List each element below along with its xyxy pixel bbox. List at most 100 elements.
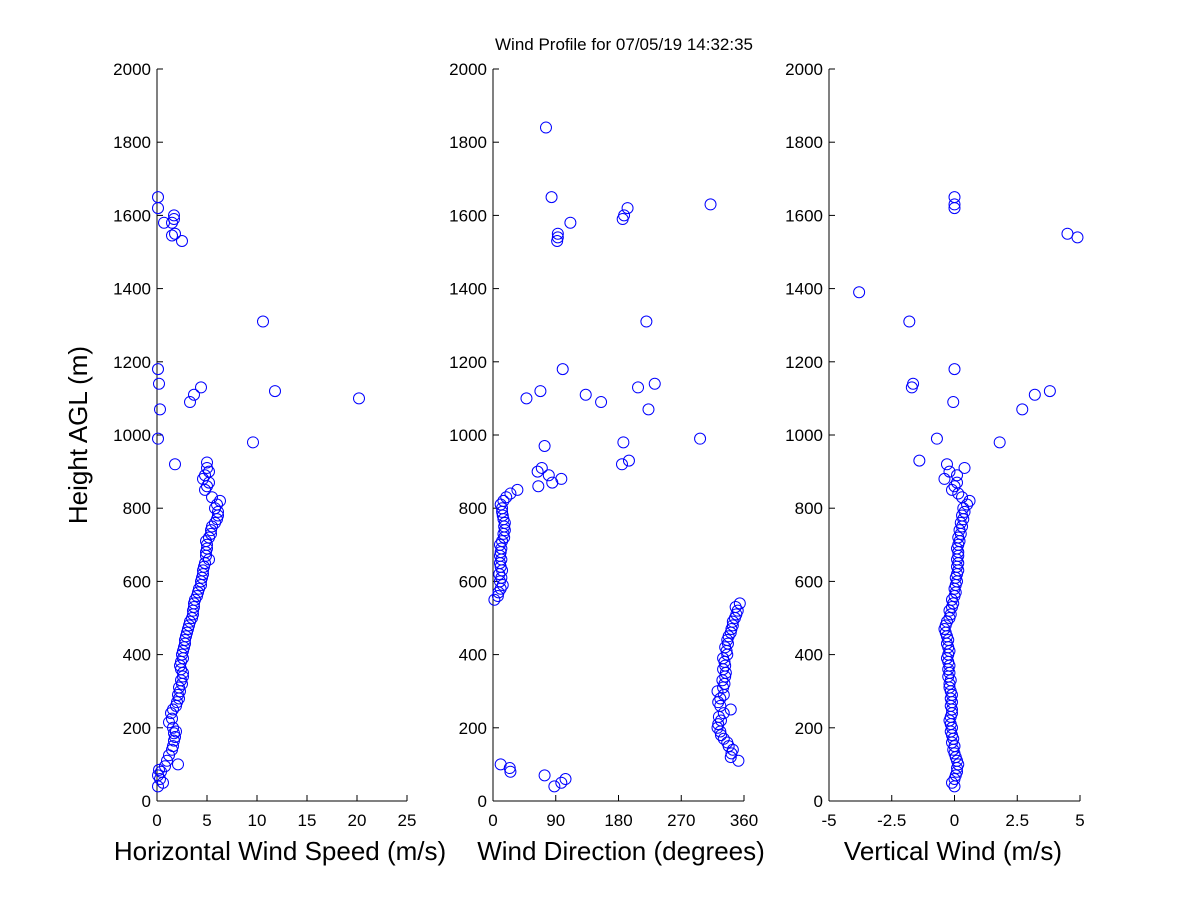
data-point [555, 776, 568, 789]
data-point [948, 480, 961, 493]
x-tick-label: 0 [488, 811, 497, 830]
y-tick-label: 600 [459, 572, 487, 591]
y-tick-label: 2000 [785, 60, 823, 79]
data-point [494, 498, 507, 511]
data-point [247, 436, 259, 449]
data-point [947, 396, 960, 409]
data-point [158, 216, 170, 229]
data-point [712, 718, 725, 731]
y-tick-label: 1800 [113, 133, 151, 152]
data-point [1061, 227, 1074, 240]
data-point [551, 231, 564, 244]
data-point [504, 765, 517, 778]
data-point [161, 754, 173, 767]
data-point [545, 191, 558, 204]
data-point [1016, 403, 1029, 416]
x-tick-label: 5 [202, 811, 211, 830]
data-point [726, 619, 739, 632]
data-point [729, 601, 742, 614]
data-point [551, 235, 564, 248]
data-point [714, 692, 727, 705]
data-point [159, 760, 171, 773]
data-point [166, 229, 178, 242]
data-point [913, 454, 926, 467]
data-point [200, 535, 212, 548]
figure-title: Wind Profile for 07/05/19 14:32:35 [495, 35, 753, 54]
data-point [621, 202, 634, 215]
data-point [853, 286, 866, 299]
data-point [903, 315, 916, 328]
data-point [192, 586, 204, 599]
data-point [556, 363, 569, 376]
data-point [954, 516, 967, 529]
data-point [504, 487, 517, 500]
x-tick-label: 0 [152, 811, 161, 830]
data-point [205, 527, 217, 540]
y-tick-label: 800 [459, 499, 487, 518]
data-point [169, 458, 181, 471]
y-tick-label: 600 [123, 572, 151, 591]
data-point [152, 202, 164, 215]
data-point [206, 491, 218, 504]
data-point [534, 385, 547, 398]
data-point [520, 392, 533, 405]
x-tick-label: 15 [298, 811, 317, 830]
y-tick-label: 1000 [449, 426, 487, 445]
y-tick-label: 200 [795, 719, 823, 738]
x-tick-label: 20 [348, 811, 367, 830]
data-point [168, 209, 180, 222]
x-tick-label: 180 [604, 811, 632, 830]
data-point [257, 315, 269, 328]
data-point [948, 198, 961, 211]
data-point [712, 710, 725, 723]
data-point [542, 469, 555, 482]
data-point [535, 461, 548, 474]
data-point [170, 699, 182, 712]
y-tick-label: 0 [814, 792, 823, 811]
data-point [166, 712, 178, 725]
data-point [956, 491, 969, 504]
data-point [195, 381, 207, 394]
x-tick-label: 270 [667, 811, 695, 830]
data-point [181, 626, 193, 639]
data-point [622, 454, 635, 467]
data-point [177, 670, 189, 683]
y-tick-label: 1600 [113, 206, 151, 225]
data-point [945, 483, 958, 496]
data-point [555, 472, 568, 485]
data-point [648, 377, 661, 390]
wind-direction-panel: 0 200 400 600 800 1000 1200 1400 1600 1800 2000 0 90… [449, 60, 758, 830]
y-tick-label: 1400 [785, 280, 823, 299]
data-point [167, 740, 179, 753]
data-point [551, 227, 564, 240]
x-axis-label-horizontal-wind-speed: Horizontal Wind Speed (m/s) [114, 836, 446, 866]
x-tick-label: -2.5 [877, 811, 906, 830]
data-point [943, 465, 956, 478]
data-point [539, 121, 552, 134]
data-point [940, 458, 953, 471]
data-point [595, 396, 608, 409]
x-tick-label: 10 [248, 811, 267, 830]
data-point [704, 198, 717, 211]
y-tick-label: 800 [795, 499, 823, 518]
y-tick-label: 1000 [113, 426, 151, 445]
data-point [938, 472, 951, 485]
data-point [172, 758, 184, 771]
data-point [1043, 385, 1056, 398]
data-point [163, 716, 175, 729]
vertical-wind-panel: 0 200 400 600 800 1000 1200 1400 1600 1800 2000 -5 -… [785, 60, 1085, 830]
data-point [177, 644, 189, 657]
x-tick-label: 360 [730, 811, 758, 830]
data-point [945, 776, 958, 789]
data-point [188, 388, 200, 401]
y-tick-label: 1200 [785, 353, 823, 372]
data-point [170, 725, 182, 738]
y-tick-label: 600 [795, 572, 823, 591]
y-tick-label: 1800 [449, 133, 487, 152]
y-tick-label: 1400 [449, 280, 487, 299]
y-tick-label: 1200 [113, 353, 151, 372]
x-tick-label: -5 [821, 811, 836, 830]
data-point [493, 568, 506, 581]
data-point [214, 494, 226, 507]
data-point [564, 216, 577, 229]
